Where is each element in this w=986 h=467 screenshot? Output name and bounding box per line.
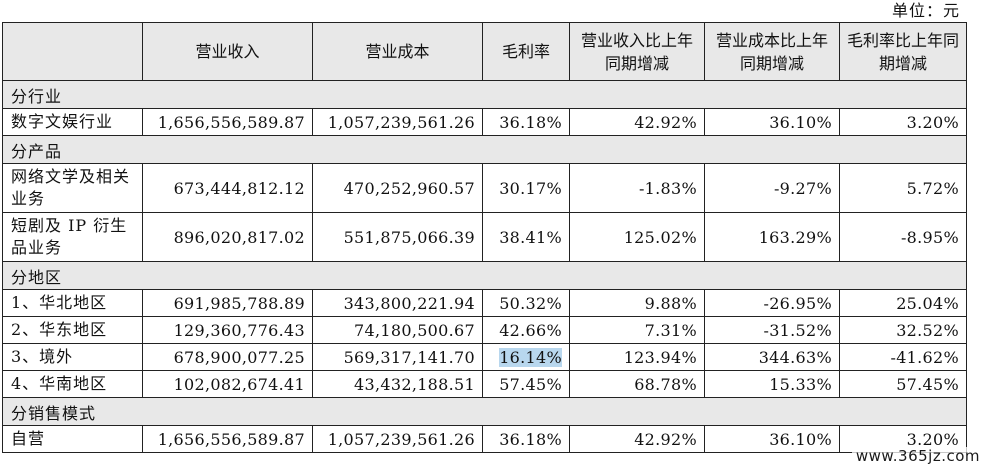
table-cell: 16.14% [482,343,570,371]
table-cell: 163.29% [704,212,840,262]
table-cell: 125.02% [569,212,705,262]
table-header-row: 营业收入 营业成本 毛利率 营业收入比上年同期增减 营业成本比上年同期增减 毛利… [2,22,967,81]
table-cell: 36.18% [482,425,570,453]
table-cell: 551,875,066.39 [312,212,483,262]
section-title: 分地区 [2,261,967,290]
section-title: 分产品 [2,135,967,164]
table-cell: -8.95% [839,212,967,262]
section-title: 分销售模式 [2,397,967,426]
row-label: 2、华东地区 [2,316,143,344]
row-label: 自营 [2,425,143,453]
table-cell: 57.45% [839,370,967,398]
row-label: 4、华南地区 [2,370,143,398]
table-cell: 50.32% [482,289,570,317]
table-cell: -26.95% [704,289,840,317]
section-title: 分行业 [2,80,967,109]
row-label: 数字文娱行业 [2,108,143,136]
table-cell: 102,082,674.41 [142,370,313,398]
header-gross-margin: 毛利率 [482,22,570,81]
table-cell: 123.94% [569,343,705,371]
table-cell: 344.63% [704,343,840,371]
unit-label: 单位：元 [891,1,960,20]
table-cell: -1.83% [569,163,705,213]
table-cell: 36.10% [704,425,840,453]
table-cell: 691,985,788.89 [142,289,313,317]
section-row: 分产品 [2,135,967,164]
table-cell: 5.72% [839,163,967,213]
table-cell: 42.66% [482,316,570,344]
section-row: 分销售模式 [2,397,967,426]
row-label: 3、境外 [2,343,143,371]
table-row: 4、华南地区 102,082,674.41 43,432,188.51 57.45% 6… [2,370,967,398]
table-cell: 569,317,141.70 [312,343,483,371]
table-cell: 1,656,556,589.87 [142,425,313,453]
table-cell: 678,900,077.25 [142,343,313,371]
table-cell: 36.18% [482,108,570,136]
table-cell: 1,057,239,561.26 [312,425,483,453]
table-cell: 343,800,221.94 [312,289,483,317]
row-label: 短剧及 IP 衍生品业务 [2,212,143,262]
watermark: www.365jz.com [851,447,984,465]
section-row: 分行业 [2,80,967,109]
table-cell: 1,057,239,561.26 [312,108,483,136]
table-cell: 68.78% [569,370,705,398]
table-cell: 673,444,812.12 [142,163,313,213]
table-row: 网络文学及相关业务 673,444,812.12 470,252,960.57 30.… [2,163,967,213]
table-cell: 25.04% [839,289,967,317]
table-cell: 7.31% [569,316,705,344]
header-revenue-yoy: 营业收入比上年同期增减 [569,22,705,81]
table-cell: 9.88% [569,289,705,317]
revenue-table: 营业收入 营业成本 毛利率 营业收入比上年同期增减 营业成本比上年同期增减 毛利… [2,22,967,453]
table-cell: 15.33% [704,370,840,398]
section-row: 分地区 [2,261,967,290]
table-cell: 30.17% [482,163,570,213]
highlighted-value: 16.14% [499,347,562,367]
table-cell: 36.10% [704,108,840,136]
table-cell: 470,252,960.57 [312,163,483,213]
header-cell-blank [2,22,143,81]
table-row: 数字文娱行业 1,656,556,589.87 1,057,239,561.26 36… [2,108,967,136]
table-cell: 42.92% [569,108,705,136]
table-cell: 32.52% [839,316,967,344]
table-row: 2、华东地区 129,360,776.43 74,180,500.67 42.66% 7… [2,316,967,344]
table-row: 自营 1,656,556,589.87 1,057,239,561.26 36.18%… [2,425,967,453]
header-cost-yoy: 营业成本比上年同期增减 [704,22,840,81]
header-cost: 营业成本 [312,22,483,81]
row-label: 1、华北地区 [2,289,143,317]
header-margin-yoy: 毛利率比上年同期增减 [839,22,967,81]
table-row: 短剧及 IP 衍生品业务 896,020,817.02 551,875,066.39… [2,212,967,262]
table-cell: -31.52% [704,316,840,344]
table-cell: 43,432,188.51 [312,370,483,398]
table-cell: 129,360,776.43 [142,316,313,344]
table-row: 1、华北地区 691,985,788.89 343,800,221.94 50.32%… [2,289,967,317]
header-revenue: 营业收入 [142,22,313,81]
row-label: 网络文学及相关业务 [2,163,143,213]
table-cell: 896,020,817.02 [142,212,313,262]
table-cell: -41.62% [839,343,967,371]
table-cell: 38.41% [482,212,570,262]
table-cell: 57.45% [482,370,570,398]
table-cell: 3.20% [839,108,967,136]
table-cell: 42.92% [569,425,705,453]
table-row: 3、境外 678,900,077.25 569,317,141.70 16.14% 12… [2,343,967,371]
table-cell: 74,180,500.67 [312,316,483,344]
table-cell: 1,656,556,589.87 [142,108,313,136]
table-cell: -9.27% [704,163,840,213]
